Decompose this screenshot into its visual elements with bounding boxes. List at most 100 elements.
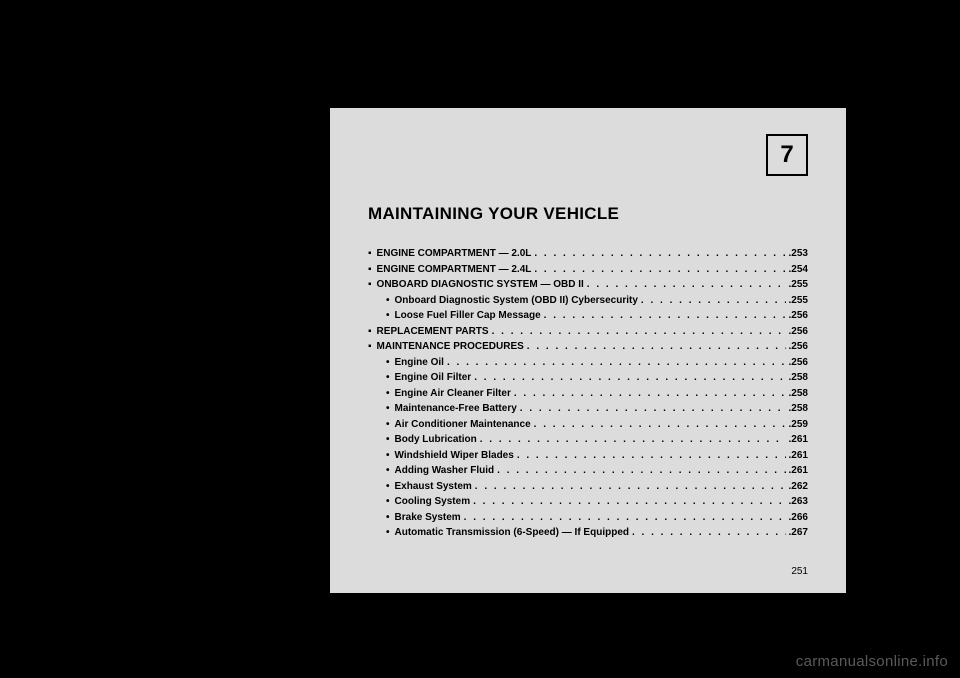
toc-page-ref: .258 <box>789 386 808 402</box>
toc-entry: • Brake System. . . . . . . . . . . . . .… <box>368 510 808 526</box>
toc-entry: • Automatic Transmission (6-Speed) — If E… <box>368 525 808 541</box>
toc-label: Onboard Diagnostic System (OBD II) Cyber… <box>395 293 638 309</box>
toc-entry: • Cooling System. . . . . . . . . . . . .… <box>368 494 808 510</box>
toc-leader-dots: . . . . . . . . . . . . . . . . . . . . … <box>520 401 786 417</box>
toc-label: Windshield Wiper Blades <box>395 448 514 464</box>
toc-leader-dots: . . . . . . . . . . . . . . . . . . . . … <box>534 262 785 278</box>
chapter-number: 7 <box>780 141 793 169</box>
toc-leader-dots: . . . . . . . . . . . . . . . . . . . . … <box>632 525 786 541</box>
toc-page-ref: .256 <box>789 324 808 340</box>
toc-bullet: • <box>386 479 390 495</box>
toc-leader-dots: . . . . . . . . . . . . . . . . . . . . … <box>475 479 786 495</box>
table-of-contents: ▪ENGINE COMPARTMENT — 2.0L. . . . . . . … <box>368 246 808 541</box>
toc-label: Adding Washer Fluid <box>395 463 495 479</box>
toc-bullet: • <box>386 308 390 324</box>
toc-leader-dots: . . . . . . . . . . . . . . . . . . . . … <box>464 510 786 526</box>
toc-label: MAINTENANCE PROCEDURES <box>377 339 524 355</box>
toc-entry: ▪ENGINE COMPARTMENT — 2.0L. . . . . . . … <box>368 246 808 262</box>
toc-page-ref: .255 <box>789 277 808 293</box>
toc-entry: • Onboard Diagnostic System (OBD II) Cybe… <box>368 293 808 309</box>
toc-label: Air Conditioner Maintenance <box>395 417 531 433</box>
toc-label: Engine Oil Filter <box>395 370 472 386</box>
toc-entry: ▪ MAINTENANCE PROCEDURES. . . . . . . . .… <box>368 339 808 355</box>
toc-leader-dots: . . . . . . . . . . . . . . . . . . . . … <box>544 308 786 324</box>
manual-page: 7 MAINTAINING YOUR VEHICLE ▪ ENGINE COMPA… <box>330 108 846 593</box>
toc-leader-dots: . . . . . . . . . . . . . . . . . . . . … <box>514 386 786 402</box>
toc-entry: • Engine Oil. . . . . . . . . . . . . . .… <box>368 355 808 371</box>
toc-bullet: • <box>386 355 390 371</box>
toc-bullet: • <box>386 448 390 464</box>
toc-page-ref: .255 <box>789 293 808 309</box>
toc-leader-dots: . . . . . . . . . . . . . . . . . . . . … <box>473 494 785 510</box>
toc-page-ref: .256 <box>789 355 808 371</box>
toc-label: ONBOARD DIAGNOSTIC SYSTEM — OBD II <box>377 277 584 293</box>
toc-entry: • Windshield Wiper Blades. . . . . . . . … <box>368 448 808 464</box>
toc-label: Loose Fuel Filler Cap Message <box>395 308 541 324</box>
toc-page-ref: .261 <box>789 448 808 464</box>
toc-label: ENGINE COMPARTMENT — 2.4L <box>377 262 532 278</box>
toc-page-ref: .262 <box>789 479 808 495</box>
toc-page-ref: .256 <box>789 308 808 324</box>
toc-entry: •Adding Washer Fluid. . . . . . . . . . … <box>368 463 808 479</box>
toc-leader-dots: . . . . . . . . . . . . . . . . . . . . … <box>497 463 785 479</box>
toc-leader-dots: . . . . . . . . . . . . . . . . . . . . … <box>641 293 786 309</box>
toc-page-ref: .254 <box>789 262 808 278</box>
toc-label: Body Lubrication <box>395 432 477 448</box>
toc-page-ref: .258 <box>789 401 808 417</box>
toc-bullet: • <box>386 494 390 510</box>
toc-entry: • Body Lubrication. . . . . . . . . . . .… <box>368 432 808 448</box>
toc-label: Automatic Transmission (6-Speed) — If Eq… <box>395 525 629 541</box>
toc-bullet: ▪ <box>368 277 372 293</box>
toc-bullet: ▪ <box>368 262 372 278</box>
toc-bullet: • <box>386 401 390 417</box>
toc-label: Brake System <box>395 510 461 526</box>
toc-page-ref: .267 <box>789 525 808 541</box>
toc-entry: • Engine Oil Filter. . . . . . . . . . . … <box>368 370 808 386</box>
toc-bullet: • <box>386 510 390 526</box>
toc-label: ENGINE COMPARTMENT — 2.0L <box>377 246 532 262</box>
page-number: 251 <box>791 566 808 577</box>
toc-entry: ▪ ONBOARD DIAGNOSTIC SYSTEM — OBD II. . .… <box>368 277 808 293</box>
toc-page-ref: .258 <box>789 370 808 386</box>
toc-page-ref: .259 <box>789 417 808 433</box>
toc-leader-dots: . . . . . . . . . . . . . . . . . . . . … <box>480 432 786 448</box>
toc-label: Engine Air Cleaner Filter <box>395 386 511 402</box>
toc-bullet: ▪ <box>368 246 372 262</box>
toc-bullet: • <box>386 370 390 386</box>
toc-label: Engine Oil <box>395 355 444 371</box>
toc-page-ref: .261 <box>789 463 808 479</box>
toc-leader-dots: . . . . . . . . . . . . . . . . . . . . … <box>447 355 786 371</box>
toc-entry: • Loose Fuel Filler Cap Message. . . . . … <box>368 308 808 324</box>
toc-bullet: • <box>386 293 390 309</box>
toc-page-ref: .263 <box>789 494 808 510</box>
toc-label: REPLACEMENT PARTS <box>377 324 489 340</box>
toc-label: Cooling System <box>395 494 471 510</box>
toc-entry: • Exhaust System. . . . . . . . . . . . .… <box>368 479 808 495</box>
toc-label: Maintenance-Free Battery <box>395 401 517 417</box>
toc-leader-dots: . . . . . . . . . . . . . . . . . . . . … <box>474 370 785 386</box>
toc-entry: ▪ REPLACEMENT PARTS. . . . . . . . . . . … <box>368 324 808 340</box>
toc-page-ref: .266 <box>789 510 808 526</box>
toc-bullet: • <box>386 417 390 433</box>
toc-leader-dots: . . . . . . . . . . . . . . . . . . . . … <box>534 417 786 433</box>
toc-bullet: • <box>386 432 390 448</box>
toc-bullet: ▪ <box>368 339 372 355</box>
toc-entry: • Maintenance-Free Battery. . . . . . . .… <box>368 401 808 417</box>
toc-entry: ▪ ENGINE COMPARTMENT — 2.4L. . . . . . . … <box>368 262 808 278</box>
toc-page-ref: .253 <box>789 246 808 262</box>
watermark: carmanualsonline.info <box>796 653 948 670</box>
toc-entry: • Engine Air Cleaner Filter. . . . . . . … <box>368 386 808 402</box>
section-title: MAINTAINING YOUR VEHICLE <box>368 204 808 224</box>
toc-leader-dots: . . . . . . . . . . . . . . . . . . . . … <box>527 339 786 355</box>
toc-page-ref: .256 <box>789 339 808 355</box>
toc-bullet: • <box>386 386 390 402</box>
toc-label: Exhaust System <box>395 479 472 495</box>
toc-leader-dots: . . . . . . . . . . . . . . . . . . . . … <box>492 324 786 340</box>
toc-leader-dots: . . . . . . . . . . . . . . . . . . . . … <box>587 277 786 293</box>
chapter-number-box: 7 <box>766 134 808 176</box>
toc-entry: • Air Conditioner Maintenance. . . . . . … <box>368 417 808 433</box>
toc-leader-dots: . . . . . . . . . . . . . . . . . . . . … <box>517 448 786 464</box>
toc-page-ref: .261 <box>789 432 808 448</box>
toc-bullet: • <box>386 525 390 541</box>
toc-bullet: ▪ <box>368 324 372 340</box>
